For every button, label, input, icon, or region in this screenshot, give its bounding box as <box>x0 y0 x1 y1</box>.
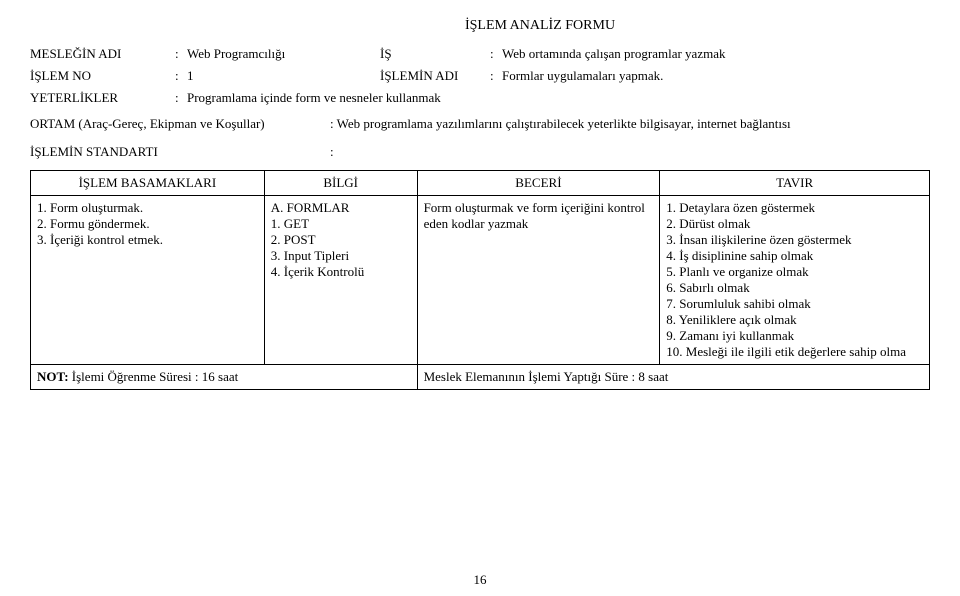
meta-label: İŞLEM NO <box>30 68 175 84</box>
list-item: A. FORMLAR <box>271 200 411 216</box>
cell-bilgi: A. FORMLAR 1. GET 2. POST 3. Input Tiple… <box>264 196 417 365</box>
list-item: 1. Detaylara özen göstermek <box>666 200 923 216</box>
note-right-cell: Meslek Elemanının İşlemi Yaptığı Süre : … <box>417 365 929 390</box>
list-item: 4. İçerik Kontrolü <box>271 264 411 280</box>
meta-value: 1 <box>187 68 194 84</box>
meta-value: Formlar uygulamaları yapmak. <box>502 68 663 84</box>
list-item: 3. İçeriği kontrol etmek. <box>37 232 258 248</box>
meta-value: : Web programlama yazılımlarını çalıştır… <box>330 116 791 132</box>
list-item: 3. Input Tipleri <box>271 248 411 264</box>
list-item: 2. Dürüst olmak <box>666 216 923 232</box>
meta-label: ORTAM (Araç-Gereç, Ekipman ve Koşullar) <box>30 116 330 132</box>
list-item: 2. Formu göndermek. <box>37 216 258 232</box>
meta-sep: : <box>175 68 187 84</box>
th-bilgi: BİLGİ <box>264 171 417 196</box>
list-item: 2. POST <box>271 232 411 248</box>
list-item: 7. Sorumluluk sahibi olmak <box>666 296 923 312</box>
page-number: 16 <box>0 572 960 588</box>
meta-label: İŞLEMİN STANDARTI <box>30 144 330 160</box>
meta-sep: : <box>490 68 502 84</box>
th-tavir: TAVIR <box>660 171 930 196</box>
form-page: İŞLEM ANALİZ FORMU MESLEĞİN ADI : Web Pr… <box>0 0 960 596</box>
th-beceri: BECERİ <box>417 171 660 196</box>
meta-row-2: İŞLEM NO : 1 İŞLEMİN ADI : Formlar uygul… <box>30 68 930 84</box>
table-header-row: İŞLEM BASAMAKLARI BİLGİ BECERİ TAVIR <box>31 171 930 196</box>
meta-row-5: İŞLEMİN STANDARTI : <box>30 144 930 160</box>
meta-sep: : <box>175 90 187 106</box>
meta-label: İŞLEMİN ADI <box>380 68 490 84</box>
list-item: 1. Form oluşturmak. <box>37 200 258 216</box>
list-item: 5. Planlı ve organize olmak <box>666 264 923 280</box>
meta-value: Programlama içinde form ve nesneler kull… <box>187 90 441 106</box>
cell-basamaklari: 1. Form oluşturmak. 2. Formu göndermek. … <box>31 196 265 365</box>
list-item: 3. İnsan ilişkilerine özen göstermek <box>666 232 923 248</box>
table-data-row: 1. Form oluşturmak. 2. Formu göndermek. … <box>31 196 930 365</box>
meta-row-1: MESLEĞİN ADI : Web Programcılığı İŞ : We… <box>30 46 930 62</box>
meta-sep: : <box>175 46 187 62</box>
list-item: 10. Mesleği ile ilgili etik değerlere sa… <box>666 344 923 360</box>
list-item: 1. GET <box>271 216 411 232</box>
meta-label: YETERLİKLER <box>30 90 175 106</box>
meta-sep: : <box>490 46 502 62</box>
form-title: İŞLEM ANALİZ FORMU <box>150 18 930 34</box>
cell-tavir: 1. Detaylara özen göstermek 2. Dürüst ol… <box>660 196 930 365</box>
note-prefix: NOT: <box>37 369 69 384</box>
meta-value: : <box>330 144 334 160</box>
list-item: 4. İş disiplinine sahip olmak <box>666 248 923 264</box>
cell-beceri: Form oluşturmak ve form içeriğini kontro… <box>417 196 660 365</box>
note-left-text: İşlemi Öğrenme Süresi : 16 saat <box>72 369 238 384</box>
analysis-table: İŞLEM BASAMAKLARI BİLGİ BECERİ TAVIR 1. … <box>30 170 930 390</box>
list-item: 8. Yeniliklere açık olmak <box>666 312 923 328</box>
meta-row-4: ORTAM (Araç-Gereç, Ekipman ve Koşullar) … <box>30 116 930 132</box>
th-basamaklari: İŞLEM BASAMAKLARI <box>31 171 265 196</box>
meta-label: İŞ <box>380 46 490 62</box>
meta-value: Web Programcılığı <box>187 46 285 62</box>
list-item: 6. Sabırlı olmak <box>666 280 923 296</box>
meta-label: MESLEĞİN ADI <box>30 46 175 62</box>
list-item: 9. Zamanı iyi kullanmak <box>666 328 923 344</box>
meta-row-3: YETERLİKLER : Programlama içinde form ve… <box>30 90 930 106</box>
meta-value: Web ortamında çalışan programlar yazmak <box>502 46 725 62</box>
note-left-cell: NOT: İşlemi Öğrenme Süresi : 16 saat <box>31 365 418 390</box>
table-note-row: NOT: İşlemi Öğrenme Süresi : 16 saat Mes… <box>31 365 930 390</box>
